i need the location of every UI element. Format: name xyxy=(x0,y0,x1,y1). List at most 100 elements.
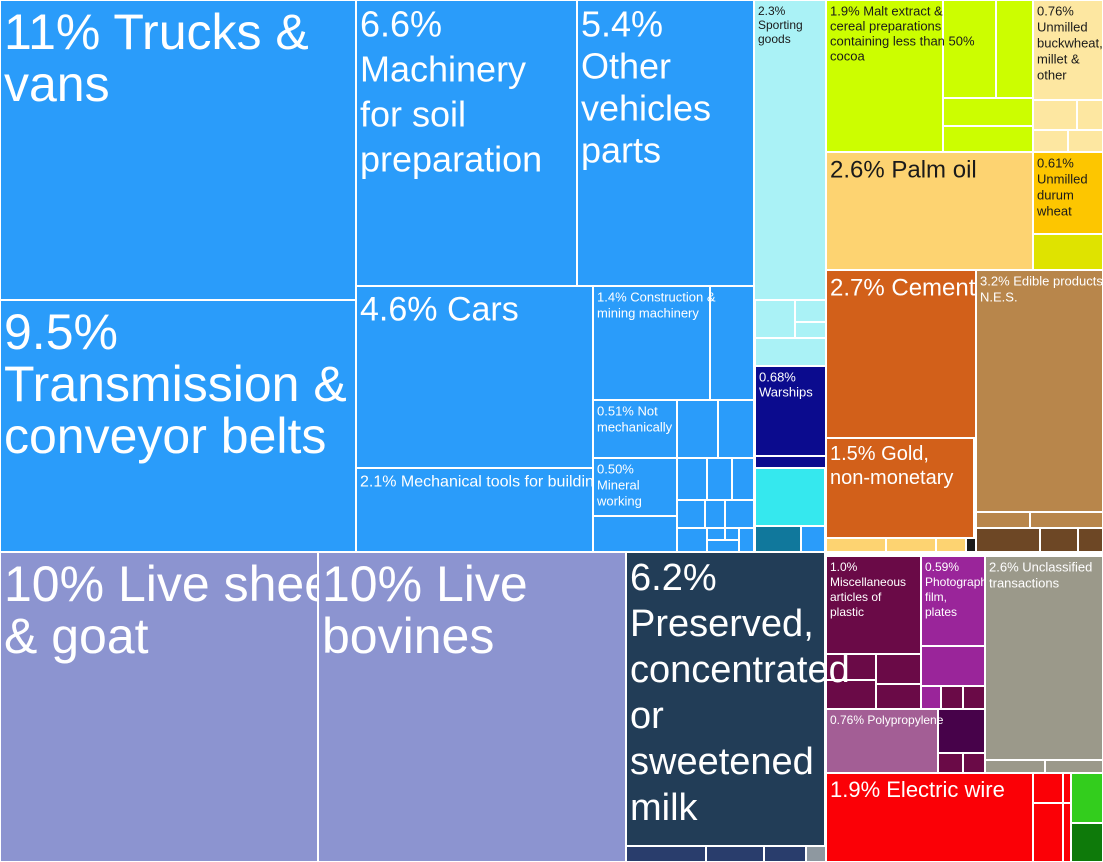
treemap-label: 1.9% Electric wire xyxy=(830,777,1005,802)
treemap-tile-minor xyxy=(920,645,986,687)
treemap-tile-minor xyxy=(724,527,740,541)
treemap-tile-minor xyxy=(942,0,997,99)
treemap-tile-minor xyxy=(962,685,986,710)
treemap-label: 11% Trucks & vans xyxy=(4,4,309,112)
treemap-tile-minor xyxy=(935,537,967,553)
treemap-tile-minor xyxy=(738,527,755,553)
treemap-tile xyxy=(0,0,357,301)
treemap-label: 6.2% Preserved, concentrated or sweetened mil… xyxy=(630,557,850,829)
treemap-tile-minor xyxy=(705,845,765,862)
treemap-tile-minor xyxy=(1067,129,1103,153)
treemap-tile-minor xyxy=(920,685,942,710)
treemap-tile-minor xyxy=(1032,129,1069,153)
treemap-tile xyxy=(984,555,1103,761)
treemap-tile-minor xyxy=(754,337,827,367)
treemap-label: 9.5% Transmission & conveyor belts xyxy=(4,304,347,464)
treemap-tile-minor xyxy=(754,467,826,527)
treemap-tile xyxy=(825,437,975,539)
treemap-tile-minor xyxy=(731,457,755,501)
treemap-label: 10% Live sheep & goat xyxy=(4,556,360,664)
treemap-tile xyxy=(592,457,678,517)
treemap-tile-minor xyxy=(937,708,986,754)
treemap-tile-minor xyxy=(754,299,796,339)
treemap-tile-minor xyxy=(984,759,1046,774)
treemap-tile-minor xyxy=(942,97,1034,127)
treemap-label: 1.9% Malt extract & cereal preparations co… xyxy=(830,4,975,64)
treemap-tile-minor xyxy=(625,845,707,862)
treemap-tile-minor xyxy=(965,537,977,553)
treemap-label: 0.76% Polypropylene xyxy=(830,713,944,727)
treemap-tile xyxy=(0,551,319,862)
treemap-label: 2.3% Sporting goods xyxy=(758,4,803,46)
treemap-tile-minor xyxy=(676,457,708,501)
treemap-tile-minor xyxy=(1076,99,1103,131)
treemap-tile-minor xyxy=(1029,511,1103,529)
treemap-label: 4.6% Cars xyxy=(360,291,519,329)
treemap-tile-minor xyxy=(794,321,827,339)
treemap-label: 2.6% Unclassified transactions xyxy=(989,560,1092,591)
treemap-label: 3.2% Edible products N.E.S. xyxy=(980,274,1103,305)
treemap-tile xyxy=(825,708,939,774)
treemap-tile-minor xyxy=(763,845,807,862)
treemap-tile xyxy=(592,285,711,401)
treemap-tile-minor xyxy=(885,537,937,553)
treemap-label: 1.0% Miscellaneous articles of plastic xyxy=(830,560,906,619)
treemap-label: 2.7% Cement xyxy=(830,275,976,302)
treemap-tile-minor xyxy=(704,499,726,529)
treemap-tile-minor xyxy=(1044,759,1103,774)
treemap-label: 1.4% Construction & mining machinery xyxy=(597,290,716,321)
treemap-tile-minor xyxy=(1062,802,1072,862)
treemap-tile-minor xyxy=(706,527,726,541)
treemap-tile-minor xyxy=(942,125,1034,153)
treemap-tile-minor xyxy=(1032,772,1064,804)
treemap-tile-minor xyxy=(1032,802,1064,862)
treemap-tile-minor xyxy=(706,457,733,501)
treemap-label: 1.5% Gold, non-monetary xyxy=(830,443,953,489)
treemap-tile-minor xyxy=(1032,233,1103,271)
treemap-label: 10% Live bovines xyxy=(322,556,528,664)
treemap-tile-minor xyxy=(676,399,719,459)
treemap-tile-minor xyxy=(825,537,887,553)
treemap-tile xyxy=(753,0,827,301)
treemap-tile-minor xyxy=(706,539,740,553)
treemap-tile xyxy=(825,269,977,439)
treemap-tile-minor xyxy=(1032,99,1078,131)
treemap-label: 0.50% Mineral working xyxy=(596,462,642,509)
treemap-label: 0.51% Not mechanically xyxy=(597,404,673,435)
treemap-tile-minor xyxy=(1070,772,1103,824)
treemap-tile-minor xyxy=(754,455,827,469)
treemap-tile xyxy=(355,285,594,469)
treemap-tile xyxy=(975,269,1103,513)
treemap-tile-minor xyxy=(995,0,1034,99)
treemap-tile-minor xyxy=(676,527,708,553)
treemap-tile xyxy=(825,555,922,655)
treemap-label: 2.1% Mechanical tools for building xyxy=(360,473,603,490)
treemap-tile-minor xyxy=(592,515,678,553)
treemap-tile-minor xyxy=(676,499,706,529)
treemap-tile xyxy=(1032,151,1103,235)
treemap-tile-minor xyxy=(794,299,827,323)
treemap-tile xyxy=(625,551,826,847)
treemap-tile xyxy=(825,151,1034,271)
treemap-tile-minor xyxy=(1062,772,1072,804)
treemap-tile-minor xyxy=(709,285,755,401)
treemap-tile-minor xyxy=(962,752,986,774)
treemap-tile-minor xyxy=(975,511,1031,529)
treemap-tile-minor xyxy=(875,653,922,685)
treemap-label: 6.6% Machinery for soil preparation xyxy=(360,3,542,179)
treemap-tile-minor xyxy=(1077,527,1103,553)
treemap-label: 0.76% Unmilled buckwheat, millet & other xyxy=(1037,4,1103,83)
treemap-tile xyxy=(0,299,357,553)
treemap-tile-minor xyxy=(717,399,755,459)
treemap-tile xyxy=(825,0,944,153)
treemap-tile-minor xyxy=(875,683,922,710)
treemap-tile xyxy=(355,467,594,553)
treemap-label: 2.6% Palm oil xyxy=(830,157,977,184)
treemap-tile xyxy=(355,0,578,287)
treemap-label: 5.4% Other vehicles parts xyxy=(581,3,711,170)
treemap-label: 0.68% Warships xyxy=(759,370,813,400)
treemap-tile xyxy=(592,399,678,459)
treemap-tile xyxy=(825,772,1034,862)
